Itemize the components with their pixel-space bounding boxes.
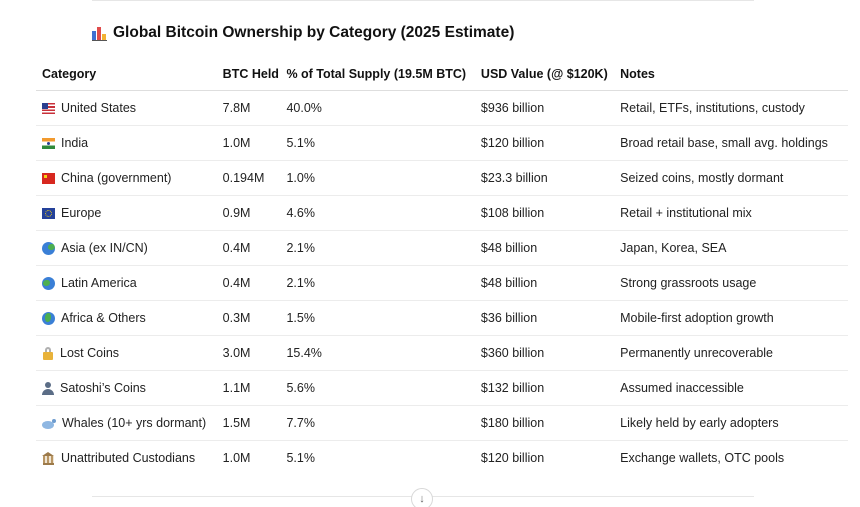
table-row: India 1.0M 5.1% $120 billion Broad retai… bbox=[36, 125, 848, 161]
row-category: India bbox=[61, 136, 89, 150]
table-row: United States 7.8M 40.0% $936 billion Re… bbox=[36, 90, 848, 126]
arrow-down-icon: ↓ bbox=[419, 493, 425, 505]
row-notes: Strong grassroots usage bbox=[614, 265, 848, 301]
row-notes: Japan, Korea, SEA bbox=[614, 230, 848, 266]
globe-asia-icon bbox=[42, 241, 55, 255]
row-pct: 1.0% bbox=[280, 160, 475, 196]
table-header-row: Category BTC Held % of Total Supply (19.… bbox=[36, 58, 848, 91]
row-pct: 7.7% bbox=[280, 405, 475, 441]
row-pct: 40.0% bbox=[280, 90, 475, 126]
row-notes: Exchange wallets, OTC pools bbox=[620, 451, 785, 465]
row-pct: 5.1% bbox=[280, 125, 475, 161]
row-notes: Broad retail base, small avg. holdings bbox=[614, 125, 848, 161]
globe-africa-icon bbox=[42, 311, 55, 325]
row-category: United States bbox=[61, 101, 137, 115]
table-row: Europe 0.9M 4.6% $108 billion Retail + i… bbox=[36, 195, 848, 231]
top-divider bbox=[92, 0, 754, 1]
row-notes: Mobile-first adoption growth bbox=[614, 300, 848, 336]
header-notes: Notes bbox=[614, 58, 848, 91]
row-category: Lost Coins bbox=[60, 346, 120, 360]
row-btc: 0.194M bbox=[216, 160, 281, 196]
row-btc: 1.1M bbox=[216, 370, 281, 406]
row-btc: 0.4M bbox=[216, 230, 281, 266]
row-notes: Permanently unrecoverable bbox=[614, 335, 848, 371]
row-category: Latin America bbox=[61, 276, 137, 290]
table-row: Unattributed Custodians 1.0M 5.1% $120 b… bbox=[36, 441, 848, 476]
whale-icon bbox=[42, 418, 56, 429]
lock-icon bbox=[42, 346, 54, 360]
row-usd: $120 billion bbox=[474, 125, 615, 161]
china-flag-icon bbox=[42, 172, 55, 184]
eu-flag-icon bbox=[42, 207, 55, 219]
row-usd: $132 billion bbox=[474, 370, 615, 406]
row-usd: $936 billion bbox=[474, 90, 615, 126]
row-category: Africa & Others bbox=[61, 311, 146, 325]
row-usd: $48 billion bbox=[474, 230, 615, 266]
row-usd: $120 billion bbox=[480, 451, 545, 465]
row-pct: 1.5% bbox=[280, 300, 475, 336]
bank-icon bbox=[42, 451, 55, 465]
row-btc: 1.5M bbox=[216, 405, 281, 441]
row-pct: 5.1% bbox=[286, 451, 315, 465]
row-usd: $360 billion bbox=[474, 335, 615, 371]
table-title-text: Global Bitcoin Ownership by Category (20… bbox=[113, 24, 515, 41]
row-notes: Retail, ETFs, institutions, custody bbox=[614, 90, 848, 126]
table-row: Lost Coins 3.0M 15.4% $360 billion Perma… bbox=[36, 335, 848, 371]
header-category: Category bbox=[36, 58, 217, 91]
row-btc: 1.0M bbox=[222, 451, 251, 465]
table-row: Latin America 0.4M 2.1% $48 billion Stro… bbox=[36, 265, 848, 301]
row-notes: Seized coins, mostly dormant bbox=[614, 160, 848, 196]
row-usd: $108 billion bbox=[474, 195, 615, 231]
row-category: Satoshi’s Coins bbox=[60, 381, 146, 395]
header-usd-value: USD Value (@ $120K) bbox=[474, 58, 615, 91]
row-usd: $23.3 billion bbox=[474, 160, 615, 196]
person-icon bbox=[42, 381, 54, 395]
row-category: Whales (10+ yrs dormant) bbox=[62, 416, 207, 430]
row-btc: 0.4M bbox=[216, 265, 281, 301]
header-btc-held: BTC Held bbox=[216, 58, 281, 91]
table-row: Africa & Others 0.3M 1.5% $36 billion Mo… bbox=[36, 300, 848, 336]
row-pct: 4.6% bbox=[280, 195, 475, 231]
row-notes: Retail + institutional mix bbox=[614, 195, 848, 231]
row-btc: 0.3M bbox=[216, 300, 281, 336]
table-row: Satoshi’s Coins 1.1M 5.6% $132 billion A… bbox=[36, 370, 848, 406]
ownership-table: Category BTC Held % of Total Supply (19.… bbox=[36, 58, 848, 475]
row-btc: 1.0M bbox=[216, 125, 281, 161]
row-category: Unattributed Custodians bbox=[61, 451, 196, 465]
bar-chart-icon bbox=[92, 26, 107, 41]
row-pct: 15.4% bbox=[280, 335, 475, 371]
row-usd: $48 billion bbox=[474, 265, 615, 301]
row-notes: Likely held by early adopters bbox=[614, 405, 848, 441]
header-percent-supply: % of Total Supply (19.5M BTC) bbox=[280, 58, 475, 91]
table-row: Whales (10+ yrs dormant) 1.5M 7.7% $180 … bbox=[36, 405, 848, 441]
row-pct: 2.1% bbox=[280, 230, 475, 266]
india-flag-icon bbox=[42, 137, 55, 149]
scroll-down-button[interactable]: ↓ bbox=[411, 488, 433, 507]
row-notes: Assumed inaccessible bbox=[614, 370, 848, 406]
row-btc: 0.9M bbox=[216, 195, 281, 231]
row-category: China (government) bbox=[61, 171, 172, 185]
row-pct: 5.6% bbox=[280, 370, 475, 406]
row-pct: 2.1% bbox=[280, 265, 475, 301]
globe-americas-icon bbox=[42, 276, 55, 290]
table-title: Global Bitcoin Ownership by Category (20… bbox=[92, 24, 514, 42]
table-row: Asia (ex IN/CN) 0.4M 2.1% $48 billion Ja… bbox=[36, 230, 848, 266]
row-category: Asia (ex IN/CN) bbox=[61, 241, 148, 255]
row-usd: $36 billion bbox=[474, 300, 615, 336]
row-usd: $180 billion bbox=[474, 405, 615, 441]
row-category: Europe bbox=[61, 206, 102, 220]
us-flag-icon bbox=[42, 102, 55, 114]
row-btc: 3.0M bbox=[216, 335, 281, 371]
table-row: China (government) 0.194M 1.0% $23.3 bil… bbox=[36, 160, 848, 196]
row-btc: 7.8M bbox=[216, 90, 281, 126]
